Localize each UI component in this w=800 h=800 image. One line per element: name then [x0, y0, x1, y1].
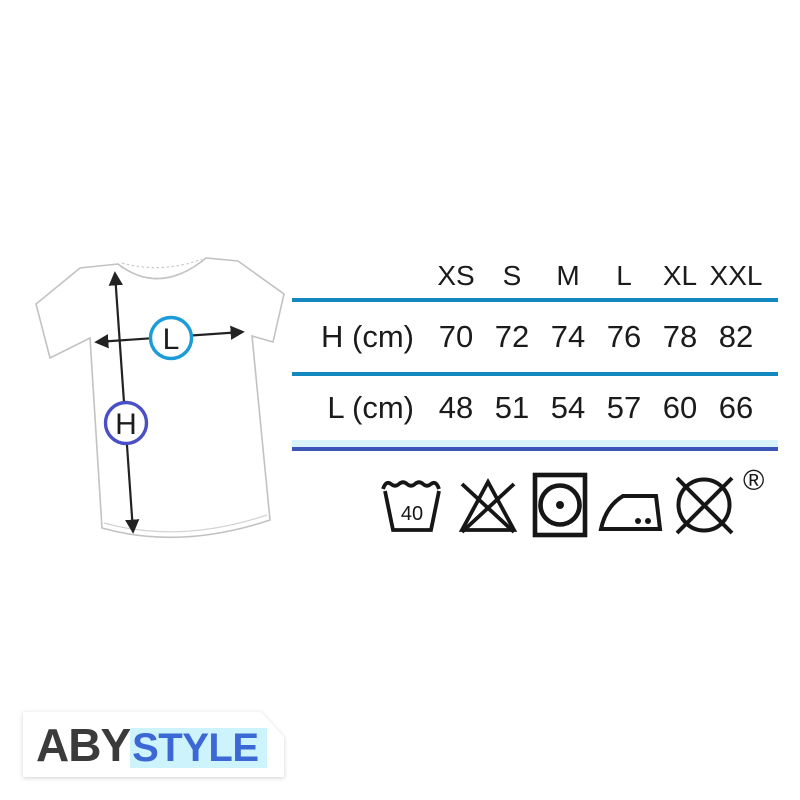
table-bottom-border: [292, 440, 778, 451]
height-value: 72: [494, 319, 530, 354]
width-value: 66: [718, 390, 754, 425]
table-row-width: L (cm) 48 51 54 57 60 66: [292, 376, 778, 440]
collar-stitch-back: [121, 258, 203, 269]
width-label-circle: [148, 315, 194, 361]
size-col-l: L: [616, 259, 632, 291]
wash-temp-label: 40: [401, 503, 423, 525]
brand-logo: ABY STYLE: [23, 712, 284, 777]
table-row-height: H (cm) 70 72 74 76 78 82: [292, 302, 778, 376]
size-col-xl: XL: [662, 259, 698, 291]
tumble-dry-icon: [532, 472, 588, 538]
height-label-circle: [103, 400, 149, 446]
height-value: 76: [606, 319, 642, 354]
tshirt-measurement-diagram: L H: [35, 257, 285, 539]
size-col-xxl: XXL: [709, 259, 763, 291]
machine-wash-40-icon: 40: [381, 480, 441, 532]
size-header-row: XS S M L XL XXL: [292, 253, 778, 302]
width-value: 57: [606, 390, 642, 425]
size-col-xs: XS: [437, 259, 475, 291]
width-value: 48: [438, 390, 474, 425]
tshirt-outline: [35, 257, 285, 539]
brand-logo-card: ABY STYLE: [23, 712, 284, 777]
size-col-s: S: [502, 259, 522, 291]
row-label-width: L (cm): [327, 390, 414, 425]
height-value: 78: [662, 319, 698, 354]
width-value: 54: [550, 390, 586, 425]
size-chart-table: XS S M L XL XXL H (cm) 70 72 74 76 78 82…: [292, 253, 778, 451]
iron-icon: [598, 494, 663, 531]
care-symbols-row: 40 ®: [378, 465, 764, 545]
height-label: H: [115, 408, 137, 441]
logo-text-secondary: STYLE: [130, 728, 267, 768]
row-label-height: H (cm): [321, 319, 414, 354]
width-label: L: [163, 323, 180, 356]
do-not-dry-clean-icon: [675, 476, 734, 535]
height-value: 74: [550, 319, 586, 354]
width-value: 60: [662, 390, 698, 425]
height-value: 82: [718, 319, 754, 354]
logo-text-primary: ABY: [36, 719, 131, 771]
size-col-m: M: [556, 259, 580, 291]
width-value: 51: [494, 390, 530, 425]
height-value: 70: [438, 319, 474, 354]
registered-trademark-symbol: ®: [743, 465, 765, 497]
collar-stitch-front: [120, 260, 204, 279]
do-not-bleach-icon: [458, 478, 518, 534]
